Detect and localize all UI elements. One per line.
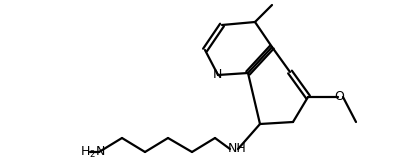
- Text: N: N: [212, 69, 222, 82]
- Text: O: O: [334, 91, 344, 103]
- Text: H$_2$N: H$_2$N: [80, 144, 106, 160]
- Text: NH: NH: [228, 142, 246, 154]
